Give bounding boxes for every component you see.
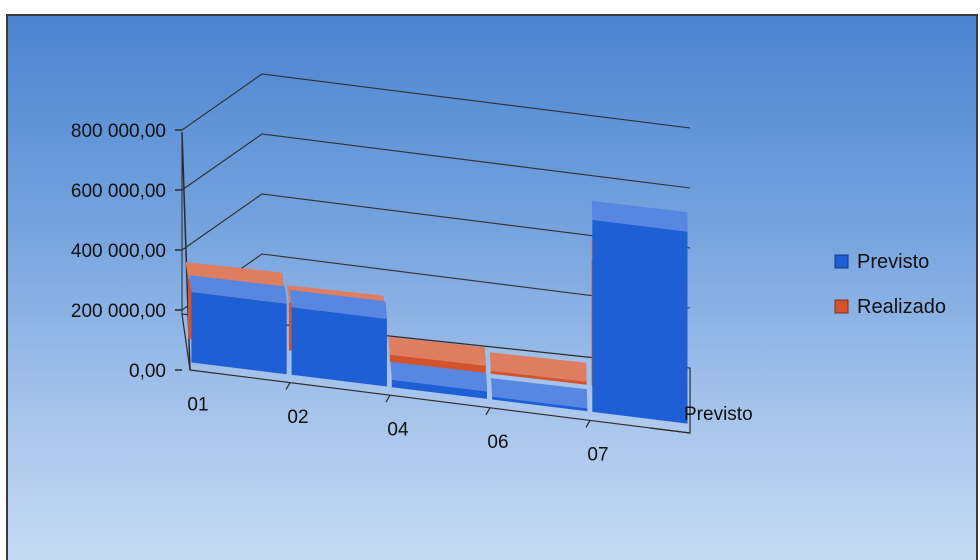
gridline [181, 133, 691, 191]
bars [185, 200, 688, 424]
legend-label: Previsto [857, 251, 929, 273]
y-tick-label: 600 000,00 [71, 181, 166, 202]
x-tick-label: 06 [487, 432, 508, 453]
bar-realizado-04 [388, 336, 486, 374]
x-tick-mark [385, 394, 391, 403]
y-axis-ticks: 0,00 200 000,00 400 000,00 600 000,00 800 00… [71, 121, 182, 382]
y-tick-label: 800 000,00 [71, 121, 166, 142]
legend-label: Realizado [857, 296, 946, 318]
x-tick-mark [485, 407, 491, 416]
x-tick-label: 02 [287, 407, 308, 428]
x-tick-label: 07 [587, 445, 608, 466]
gridline [181, 73, 691, 131]
bar-realizado-06 [489, 352, 587, 385]
y-tick-label: 0,00 [129, 361, 166, 382]
x-tick-mark [585, 420, 591, 428]
chart-frame [6, 14, 978, 560]
gridline [181, 193, 691, 251]
legend: Previsto Realizado [834, 251, 946, 318]
y-tick-label: 200 000,00 [71, 301, 166, 322]
bar-previsto-01 [189, 275, 287, 375]
x-axis-labels: 01 02 04 06 07 [187, 382, 691, 466]
y-tick-label: 400 000,00 [71, 241, 166, 262]
bar-previsto-02 [289, 290, 387, 387]
legend-swatch [834, 254, 849, 269]
gridlines [181, 73, 691, 311]
depth-axis-label: Previsto [684, 404, 753, 425]
legend-swatch [834, 299, 849, 314]
x-tick-label: 04 [387, 420, 409, 441]
bar-previsto-06 [491, 378, 588, 412]
bar-previsto-07 [591, 200, 688, 424]
x-tick-label: 01 [187, 394, 208, 415]
x-tick-mark [285, 382, 291, 390]
bar-previsto-04 [390, 361, 487, 399]
